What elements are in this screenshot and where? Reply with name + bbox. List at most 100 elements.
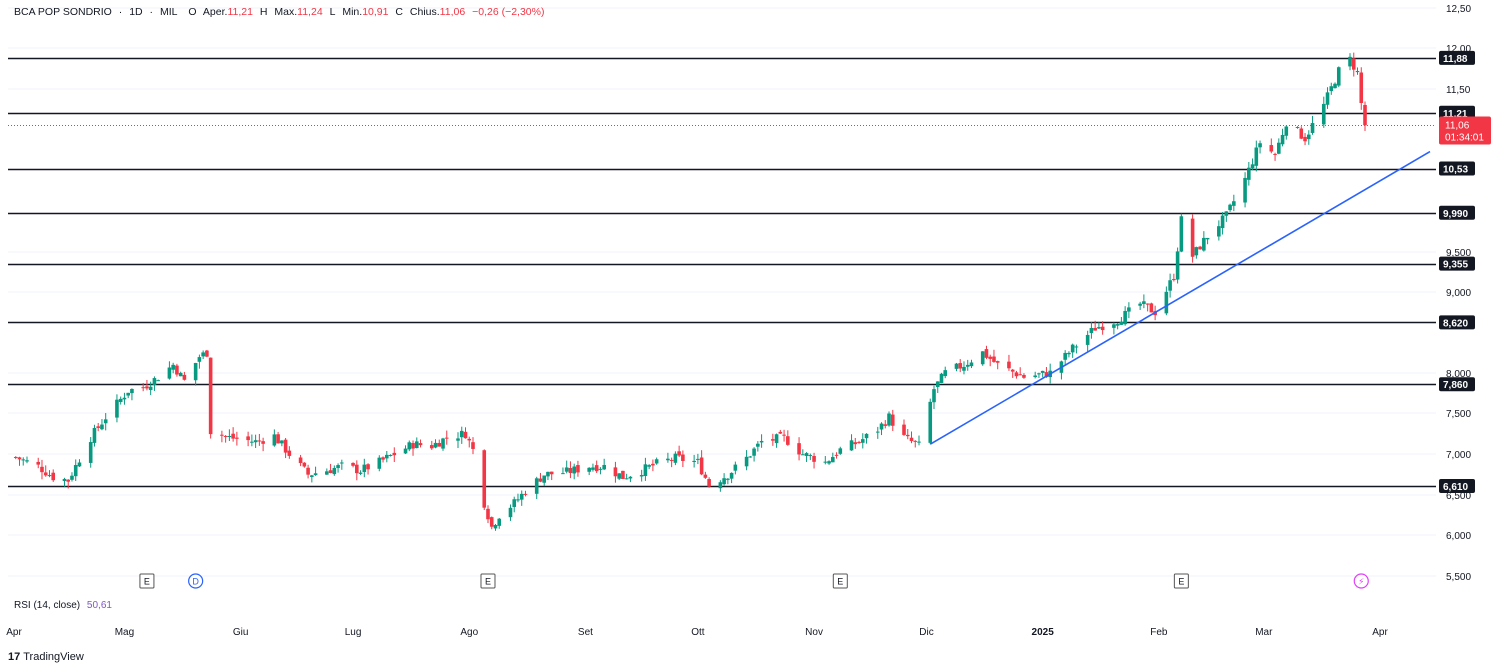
candle-body [703, 474, 708, 478]
price-tick-label: 12,00 [1446, 44, 1471, 55]
candle-body [1325, 92, 1330, 105]
candle-body [459, 430, 464, 438]
tv-icon: 17 [8, 651, 21, 663]
candle-body [1194, 247, 1199, 256]
candle-body [171, 364, 175, 370]
candle-body [1220, 215, 1225, 229]
candle-body [594, 465, 599, 472]
price-tick-label: 8,000 [1446, 369, 1471, 380]
candle-body [414, 441, 419, 449]
level-price-tag [1439, 478, 1475, 493]
time-axis[interactable]: Apr Mag Giu Lug Ago Set Ott Nov Dic 2025 Feb Mar Apr [6, 627, 1388, 638]
candle-body [1310, 123, 1315, 133]
price-tick-label: 7,500 [1446, 409, 1471, 420]
candle-body [643, 464, 648, 476]
candle-body [860, 439, 865, 443]
candle-body [403, 448, 408, 454]
high-label: Max. [274, 6, 298, 18]
time-tick-label: Lug [345, 627, 362, 638]
candle-body [549, 471, 554, 475]
candle-body [572, 466, 576, 474]
candle-body [932, 389, 936, 403]
price-tick-label: 9,500 [1446, 248, 1471, 259]
candle-body [287, 450, 292, 456]
candle-body [677, 451, 681, 456]
exchange: MIL [159, 6, 178, 18]
candle-body [928, 401, 933, 443]
symbol-name[interactable]: BCA POP SONDRIO [14, 6, 112, 18]
candle-body [523, 493, 528, 495]
candle-body [302, 462, 307, 467]
candle-body [564, 467, 569, 472]
candle-body [1254, 147, 1259, 166]
candle-body [995, 361, 1000, 363]
candle-body [519, 493, 524, 500]
candle-body [939, 373, 944, 383]
candle-body [512, 499, 517, 507]
candle-body [51, 472, 56, 481]
event-markers[interactable]: E D E E E ⚡ [139, 573, 1369, 589]
candle-body [392, 452, 397, 456]
candle-body [17, 457, 22, 460]
candle-body [1303, 136, 1307, 142]
candle-body [1243, 177, 1247, 203]
candle-body [786, 436, 790, 445]
candle-body [118, 398, 123, 402]
candle-body [340, 462, 344, 464]
close-value: 11,06 [439, 6, 466, 18]
candle-body [1329, 86, 1334, 92]
candle-body [962, 366, 966, 371]
candle-body [1247, 167, 1251, 180]
rsi-legend[interactable]: RSI (14, close) 50,61 [14, 600, 112, 611]
candle-body [1085, 334, 1090, 345]
candle-body [508, 507, 513, 518]
candle-body [276, 434, 280, 444]
time-tick-label: Apr [1372, 627, 1388, 638]
candle-body [546, 471, 550, 477]
candle-body [130, 388, 134, 394]
candle-body [1044, 372, 1049, 378]
candle-body [384, 454, 389, 459]
candle-body [1093, 327, 1097, 331]
candle-body [1217, 226, 1221, 237]
candle-body [639, 475, 644, 477]
candle-body [808, 455, 813, 457]
candle-body [905, 434, 910, 437]
candle-body [965, 364, 970, 367]
candle-body [1277, 142, 1281, 154]
candle-body [613, 467, 618, 477]
candlestick-series [13, 52, 1367, 531]
tradingview-logo[interactable]: 17 TradingView [8, 651, 84, 663]
candle-body [257, 440, 262, 442]
candle-body [152, 378, 157, 385]
candle-body [980, 351, 985, 365]
candle-body [666, 458, 670, 461]
candle-body [193, 362, 198, 381]
candle-body [36, 461, 41, 465]
candle-body [1351, 58, 1356, 70]
trend-line [929, 150, 1431, 445]
candle-body [624, 478, 629, 480]
candle-body [88, 442, 93, 463]
candle-body [561, 473, 565, 475]
candle-body [96, 426, 101, 428]
candle-body [673, 453, 678, 463]
candle-body [699, 457, 704, 475]
candle-body [141, 387, 145, 389]
candle-body [774, 434, 779, 444]
time-tick-label: Ott [691, 627, 705, 638]
time-tick-label: Giu [233, 627, 249, 638]
candle-body [969, 362, 974, 367]
candle-body [576, 465, 580, 473]
earnings-marker-label: E [1178, 577, 1184, 587]
candle-body [647, 465, 651, 467]
candle-body [497, 518, 502, 526]
interval[interactable]: 1D [129, 6, 143, 18]
candle-body [621, 470, 625, 479]
price-axis[interactable]: 12,50 12,00 11,50 9,500 9,000 8,000 7,500 7,000… [1439, 4, 1491, 583]
open-label: Aper. [202, 6, 228, 18]
candle-body [182, 374, 187, 380]
candle-body [381, 457, 385, 460]
earnings-marker-label: E [485, 577, 491, 587]
